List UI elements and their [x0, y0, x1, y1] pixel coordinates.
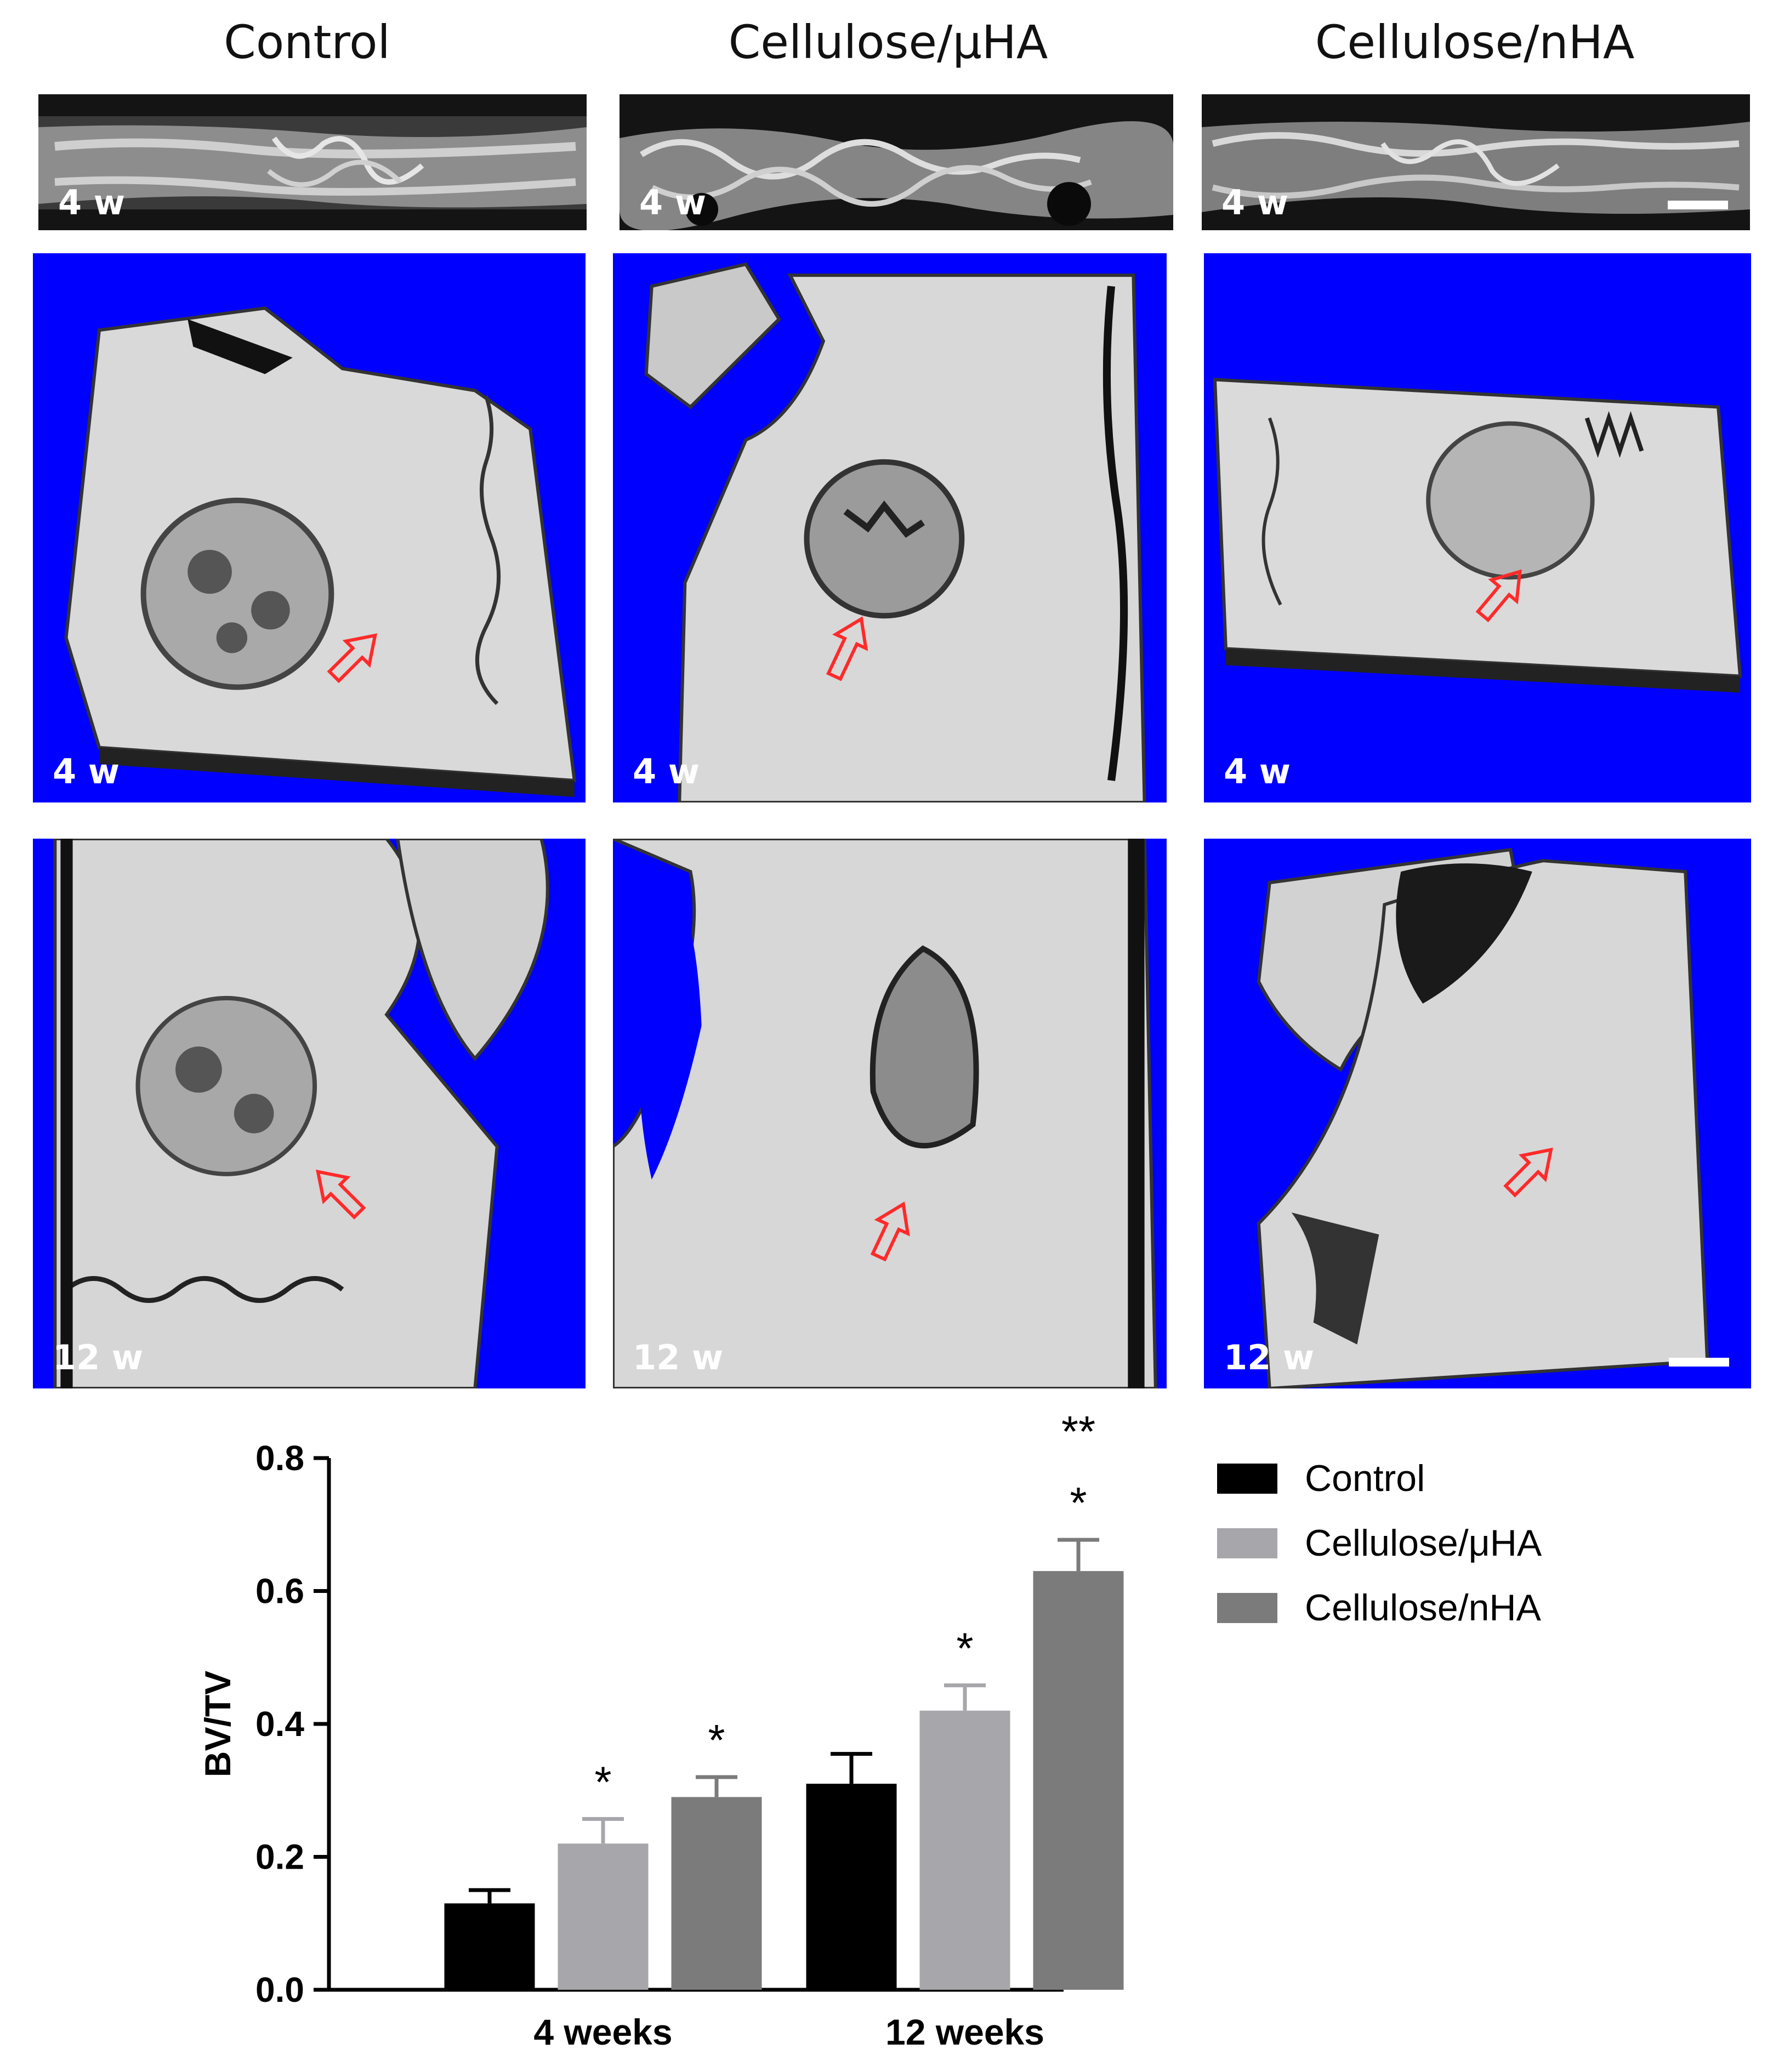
legend-swatch — [1217, 1528, 1277, 1558]
column-title-cellulose-uha: Cellulose/μHA — [728, 15, 1048, 69]
timepoint-label: 12 w — [53, 1337, 144, 1377]
significance-mark: * — [708, 1716, 725, 1764]
ct-slice-control-4w: 4 w — [38, 94, 587, 230]
bar-1-1 — [919, 1710, 1010, 1990]
legend-swatch — [1217, 1464, 1277, 1494]
column-title-control: Control — [224, 15, 390, 69]
y-tick-label: 0.0 — [255, 1970, 304, 2010]
legend-swatch — [1217, 1593, 1277, 1623]
scale-bar — [1668, 201, 1728, 209]
timepoint-label: 12 w — [633, 1337, 724, 1377]
y-tick-label: 0.8 — [255, 1438, 304, 1478]
legend-label: Cellulose/μHA — [1305, 1522, 1542, 1564]
timepoint-label: 12 w — [1224, 1337, 1315, 1377]
render-cellulose-nha-12w: 12 w — [1204, 839, 1751, 1388]
bar-1-2 — [1033, 1571, 1124, 1990]
render-cellulose-uha-12w: 12 w — [613, 839, 1167, 1388]
legend-label: Cellulose/nHA — [1305, 1587, 1542, 1629]
ct-slice-cellulose-nha-4w: 4 w — [1202, 94, 1750, 230]
render-control-4w: 4 w — [33, 253, 586, 802]
timepoint-label: 4 w — [633, 752, 700, 792]
bar-0-0 — [444, 1903, 535, 1990]
defect-arrow — [316, 1169, 366, 1220]
timepoint-label: 4 w — [58, 183, 126, 223]
bv-tv-bar-chart: 0.00.20.40.60.8BV/TV**4 weeks****12 week… — [197, 1407, 1542, 2052]
y-tick-label: 0.6 — [255, 1572, 304, 1611]
significance-mark-double: ** — [1061, 1407, 1095, 1456]
significance-mark: * — [594, 1757, 611, 1806]
significance-mark: * — [1070, 1478, 1087, 1527]
significance-mark: * — [956, 1624, 973, 1673]
defect-arrow — [826, 616, 868, 681]
render-cellulose-uha-4w: 4 w — [613, 253, 1167, 802]
timepoint-label: 4 w — [53, 752, 120, 792]
timepoint-label: 4 w — [1224, 752, 1291, 792]
y-tick-label: 0.4 — [255, 1704, 304, 1744]
defect-arrow — [870, 1201, 910, 1262]
bar-1-0 — [806, 1784, 897, 1990]
y-axis-label: BV/TV — [197, 1671, 238, 1777]
y-tick-label: 0.2 — [255, 1837, 304, 1877]
bar-0-2 — [671, 1797, 762, 1990]
ct-slice-cellulose-uha-4w: 4 w — [620, 94, 1173, 230]
scale-bar — [1669, 1358, 1729, 1367]
render-cellulose-nha-4w: 4 w — [1204, 253, 1751, 802]
defect-arrow — [1475, 569, 1522, 623]
render-control-12w: 12 w — [33, 839, 586, 1388]
bar-0-1 — [558, 1843, 649, 1990]
x-tick-label: 4 weeks — [533, 2012, 672, 2052]
defect-arrow — [327, 633, 378, 684]
defect-arrow — [1503, 1147, 1553, 1198]
timepoint-label: 4 w — [639, 183, 707, 223]
legend-label: Control — [1305, 1458, 1425, 1499]
x-tick-label: 12 weeks — [885, 2012, 1044, 2052]
column-title-cellulose-nha: Cellulose/nHA — [1315, 15, 1635, 69]
timepoint-label: 4 w — [1221, 183, 1289, 223]
